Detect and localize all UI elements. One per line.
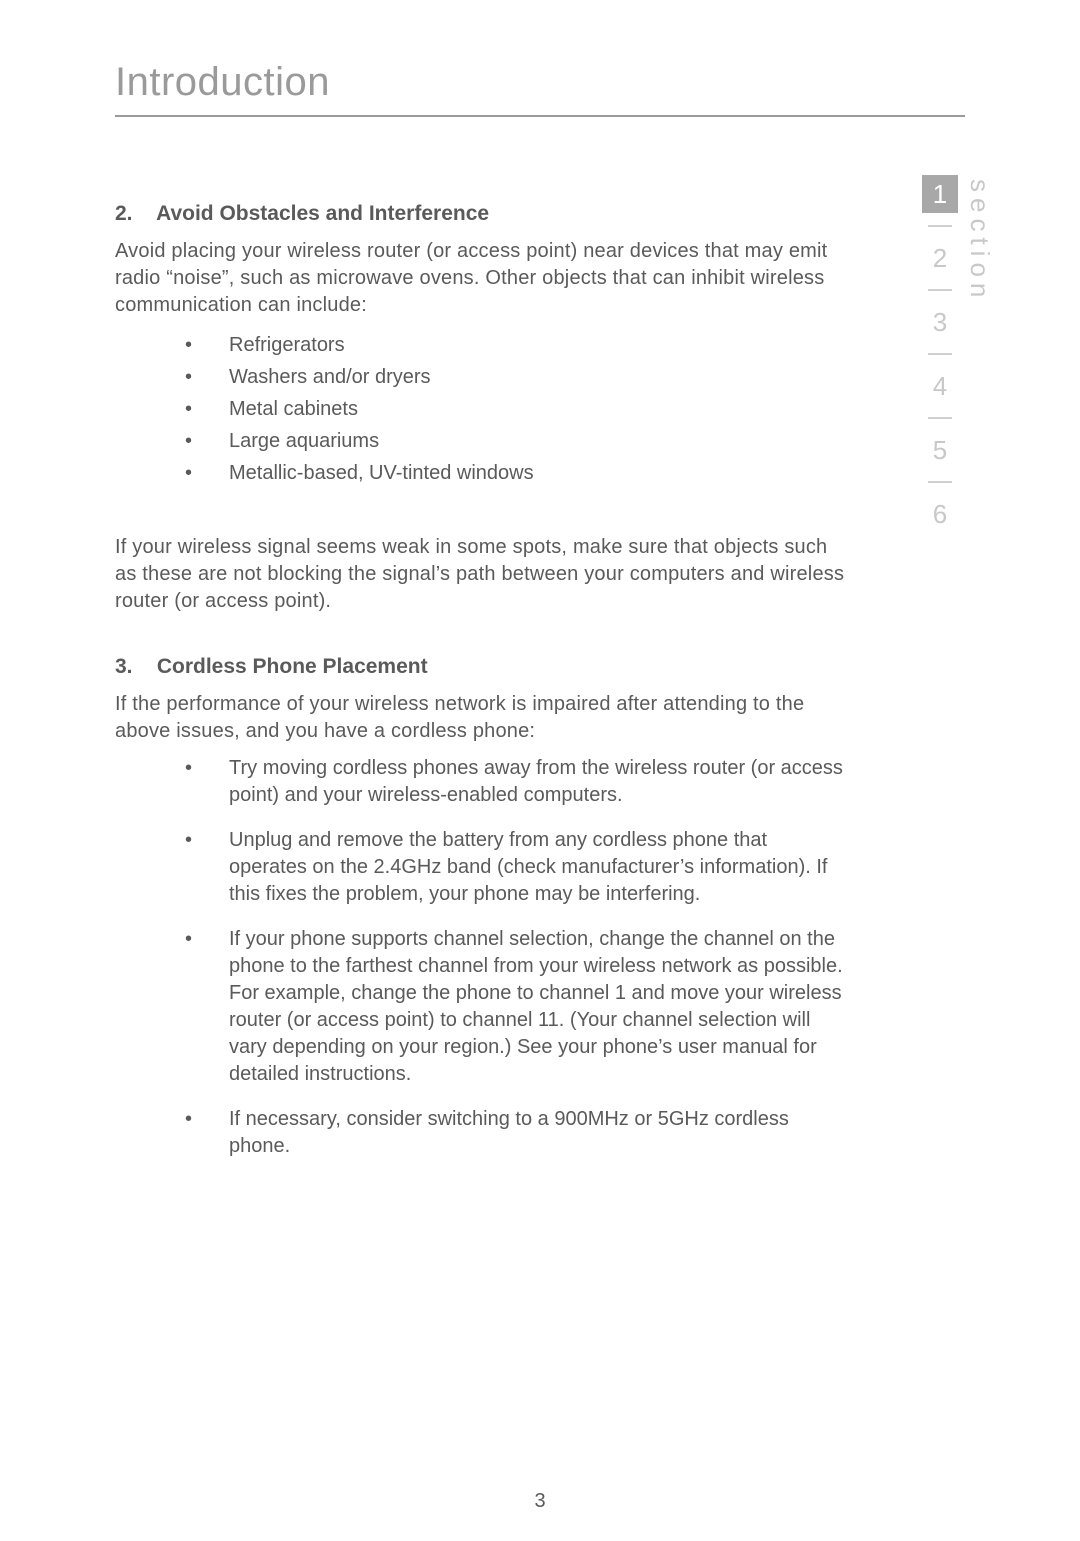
tab-separator [928, 417, 952, 419]
page-number: 3 [0, 1490, 1080, 1513]
list-item: If necessary, consider switching to a 90… [185, 1106, 845, 1160]
section-2-intro: Avoid placing your wireless router (or a… [115, 238, 845, 319]
section-tab-4[interactable]: 4 [922, 367, 958, 405]
list-item: Metal cabinets [185, 393, 845, 425]
section-2-list: Refrigerators Washers and/or dryers Meta… [115, 329, 845, 489]
list-item: Refrigerators [185, 329, 845, 361]
section-tab: 1 2 3 4 5 6 section [922, 175, 992, 533]
section-3-intro: If the performance of your wireless netw… [115, 691, 845, 745]
list-item: Unplug and remove the battery from any c… [185, 827, 845, 908]
section-tab-2[interactable]: 2 [922, 239, 958, 277]
list-item: Try moving cordless phones away from the… [185, 755, 845, 809]
section-3-heading: 3. Cordless Phone Placement [115, 655, 845, 679]
section-3-list: Try moving cordless phones away from the… [115, 755, 845, 1160]
section-tab-1[interactable]: 1 [922, 175, 958, 213]
section-2-title: Avoid Obstacles and Interference [156, 202, 489, 225]
section-tab-6[interactable]: 6 [922, 495, 958, 533]
list-item: Washers and/or dryers [185, 361, 845, 393]
tab-separator [928, 289, 952, 291]
page-title: Introduction [115, 60, 965, 117]
section-2-number: 2. [115, 202, 151, 226]
list-item: Metallic-based, UV-tinted windows [185, 457, 845, 489]
section-2-heading: 2. Avoid Obstacles and Interference [115, 202, 845, 226]
section-3-number: 3. [115, 655, 151, 679]
list-item: If your phone supports channel selection… [185, 926, 845, 1088]
tab-separator [928, 481, 952, 483]
section-3-title: Cordless Phone Placement [157, 655, 428, 678]
section-tab-label: section [958, 175, 995, 533]
tab-separator [928, 353, 952, 355]
section-tab-3[interactable]: 3 [922, 303, 958, 341]
section-2-outro: If your wireless signal seems weak in so… [115, 534, 845, 615]
tab-separator [928, 225, 952, 227]
section-tab-5[interactable]: 5 [922, 431, 958, 469]
list-item: Large aquariums [185, 425, 845, 457]
